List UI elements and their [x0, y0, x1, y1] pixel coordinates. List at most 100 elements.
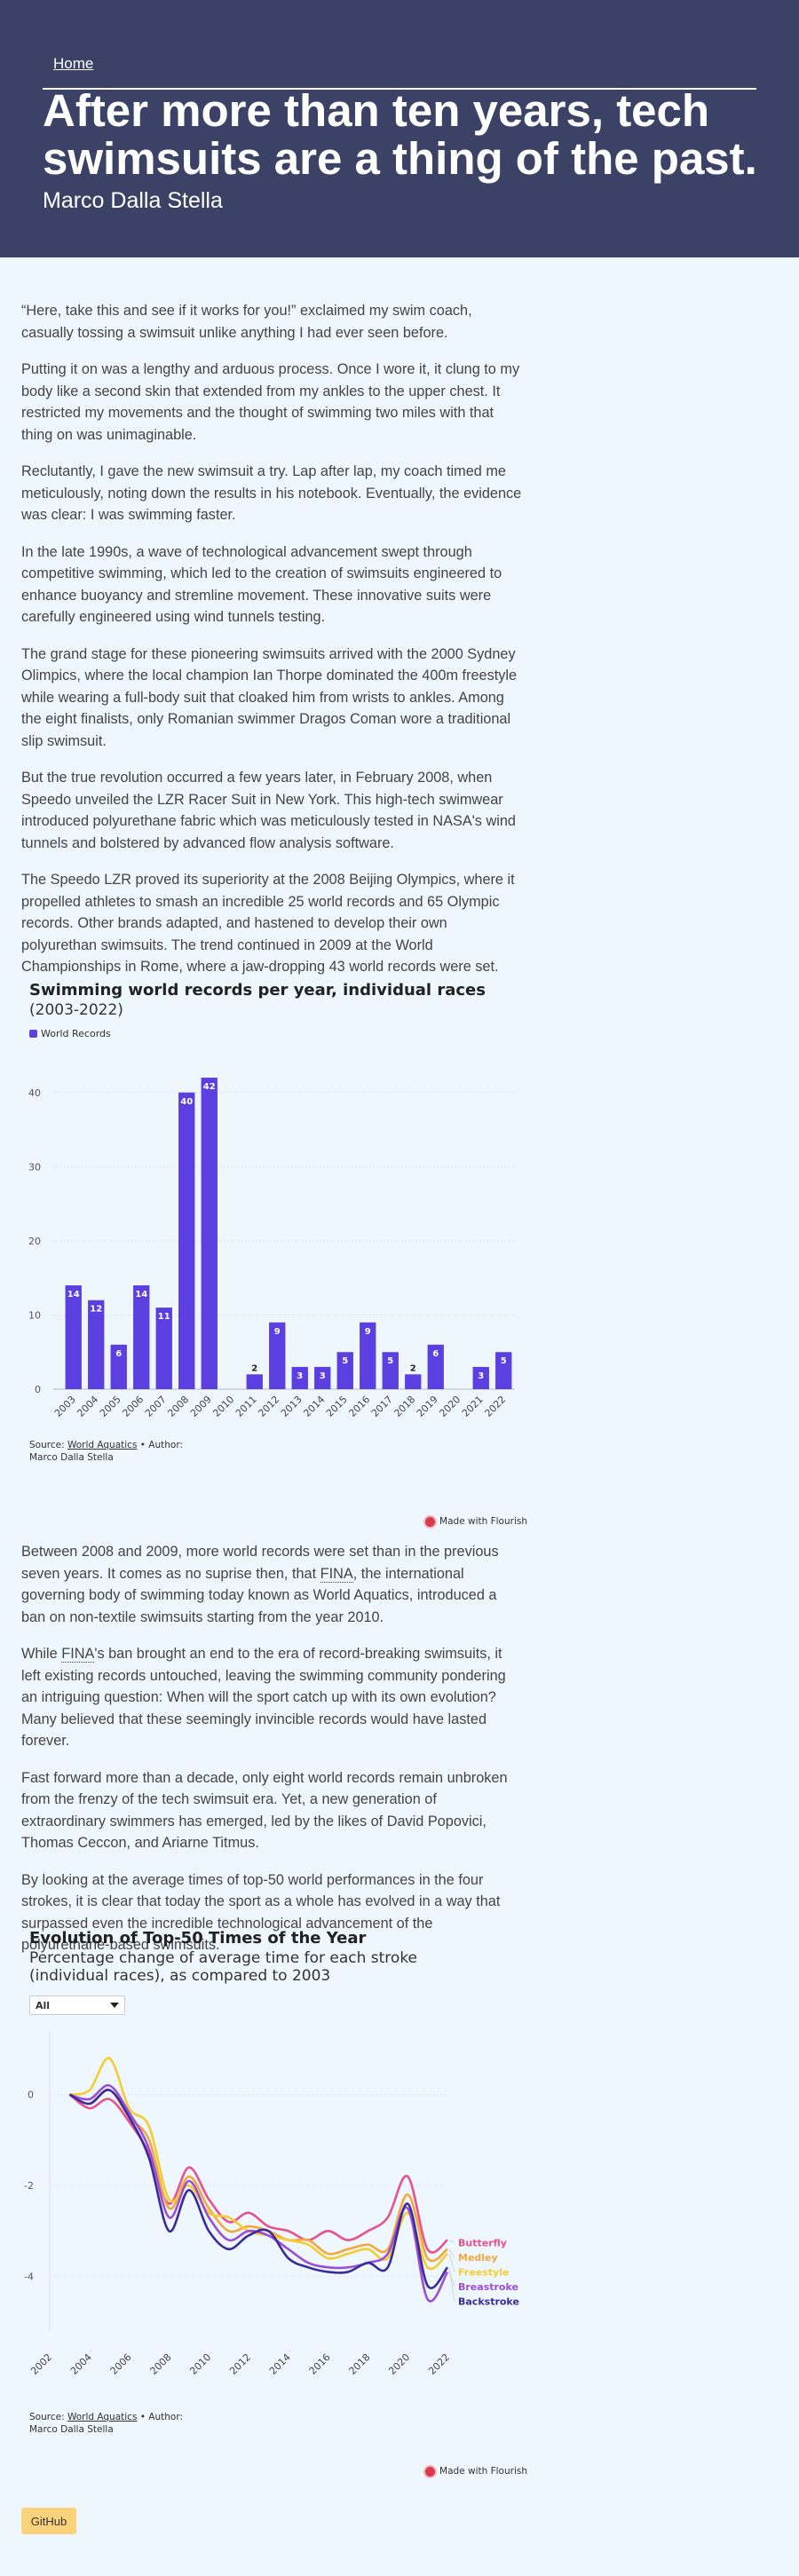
paragraph: But the true revolution occurred a few y…	[21, 770, 516, 851]
bar-value-label: 12	[90, 1305, 102, 1315]
bar-value-label: 9	[274, 1327, 281, 1337]
x-tick-label: 2006	[108, 2351, 134, 2377]
bar	[65, 1285, 82, 1389]
bar-value-label: 5	[342, 1356, 348, 1366]
x-tick-label: 2022	[426, 2351, 452, 2377]
bar-value-label: 14	[67, 1290, 80, 1300]
top50-times-chart: Evolution of Top-50 Times of the Year Pe…	[21, 1929, 527, 2488]
bar	[360, 1322, 376, 1389]
x-tick-label: 2022	[482, 1394, 508, 1419]
source-link[interactable]: World Aquatics	[67, 1440, 138, 1450]
chart-source: Source: World Aquatics • Author: Marco D…	[29, 1439, 527, 1464]
hero-divider	[43, 88, 756, 90]
y-tick-label: -4	[24, 2272, 34, 2283]
legend-swatch	[29, 1030, 37, 1038]
y-tick-label: -2	[24, 2180, 34, 2192]
x-tick-label: 2017	[369, 1394, 395, 1419]
chart-title: Swimming world records per year, individ…	[29, 981, 486, 1000]
bar	[314, 1366, 331, 1389]
label-connector	[448, 2240, 455, 2243]
series-label: Backstroke	[458, 2295, 519, 2307]
paragraph: The grand stage for these pioneering swi…	[21, 645, 518, 749]
bar-value-label: 2	[410, 1363, 416, 1373]
x-tick-label: 2016	[307, 2351, 333, 2377]
bar	[336, 1352, 353, 1389]
x-tick-label: 2012	[256, 1394, 281, 1419]
y-tick-label: 30	[28, 1161, 41, 1173]
world-records-chart: Swimming world records per year, individ…	[21, 981, 527, 1531]
bar	[110, 1344, 127, 1389]
x-tick-label: 2002	[28, 2351, 54, 2377]
author-name: Marco Dalla Stella	[43, 188, 223, 213]
text: While	[21, 1646, 62, 1662]
home-link[interactable]: Home	[53, 55, 94, 72]
chart-legend[interactable]: World Records	[29, 1028, 527, 1039]
text: , the international governing body of sw…	[21, 1565, 497, 1625]
source-link[interactable]: World Aquatics	[67, 2412, 138, 2422]
x-tick-label: 2011	[233, 1394, 259, 1419]
paragraph: Fast forward more than a decade, only ei…	[21, 1769, 508, 1852]
chart-title: Evolution of Top-50 Times of the Year	[29, 1929, 367, 1948]
x-tick-label: 2006	[120, 1394, 146, 1419]
stroke-filter-select[interactable]: All	[29, 1995, 125, 2015]
x-tick-label: 2021	[460, 1394, 486, 1419]
bar	[178, 1092, 195, 1389]
fina-abbr[interactable]: FINA	[61, 1646, 95, 1663]
series-line	[69, 2084, 449, 2303]
series-label: Butterfly	[458, 2237, 507, 2248]
paragraph: “Here, take this and see if it works for…	[21, 303, 472, 341]
made-with-flourish[interactable]: Made with Flourish	[425, 2466, 527, 2477]
source-prefix: Source:	[29, 2412, 67, 2422]
bar	[495, 1352, 512, 1389]
paragraph: Between 2008 and 2009, more world record…	[21, 1541, 524, 1628]
x-tick-label: 2010	[187, 2351, 213, 2377]
bar-value-label: 9	[365, 1327, 371, 1337]
flourish-label: Made with Flourish	[439, 1516, 527, 1527]
chart-subtitle: Percentage change of average time for ea…	[29, 1949, 418, 1985]
source-prefix: Source:	[29, 1440, 67, 1450]
chevron-down-icon	[110, 2003, 119, 2008]
x-tick-label: 2014	[301, 1394, 327, 1419]
series-label: Freestyle	[458, 2266, 509, 2278]
label-connector	[448, 2267, 455, 2302]
bar-value-label: 3	[297, 1371, 303, 1381]
bar	[472, 1366, 489, 1389]
chart-subtitle: (2003-2022)	[29, 1001, 123, 1019]
article-body-intro: “Here, take this and see if it works for…	[21, 300, 524, 993]
x-tick-label: 2008	[148, 2351, 174, 2377]
fina-abbr[interactable]: FINA	[320, 1565, 353, 1583]
x-tick-label: 2014	[267, 2351, 293, 2377]
bar	[382, 1352, 399, 1389]
bar-value-label: 42	[203, 1082, 216, 1092]
series-line	[68, 2093, 448, 2254]
bar-value-label: 40	[180, 1097, 193, 1107]
made-with-flourish[interactable]: Made with Flourish	[425, 1516, 527, 1527]
x-tick-label: 2020	[437, 1394, 463, 1419]
bar	[88, 1300, 105, 1389]
bar-value-label: 11	[158, 1312, 170, 1322]
x-tick-label: 2015	[324, 1394, 350, 1419]
github-button[interactable]: GitHub	[21, 2508, 76, 2534]
hero-header: Home After more than ten years, tech swi…	[0, 0, 799, 257]
source-suffix: • Author:	[137, 1440, 183, 1450]
page-title: After more than ten years, tech swimsuit…	[43, 85, 757, 184]
y-tick-label: 10	[28, 1309, 41, 1321]
x-tick-label: 2020	[386, 2351, 412, 2377]
legend-label: World Records	[41, 1028, 111, 1039]
bar-value-label: 2	[251, 1363, 257, 1373]
bar-value-label: 6	[432, 1349, 439, 1359]
bar	[269, 1322, 286, 1389]
x-tick-label: 2012	[227, 2351, 253, 2377]
x-tick-label: 2019	[415, 1394, 440, 1419]
label-connector	[448, 2248, 455, 2258]
x-tick-label: 2003	[52, 1394, 78, 1419]
line-chart-svg: 0 -2 -4 2002 2004 2006 2008 2010 2012 2014 2016 201…	[24, 2031, 519, 2377]
bar	[201, 1078, 218, 1389]
text: 's ban brought an end to the era of reco…	[21, 1646, 506, 1749]
x-tick-label: 2010	[210, 1394, 236, 1419]
flourish-label: Made with Flourish	[439, 2466, 527, 2477]
bar-value-label: 5	[501, 1356, 507, 1366]
chart-source: Source: World Aquatics • Author: Marco D…	[29, 2411, 527, 2436]
x-tick-label: 2018	[392, 1394, 417, 1419]
x-tick-label: 2016	[346, 1394, 372, 1419]
